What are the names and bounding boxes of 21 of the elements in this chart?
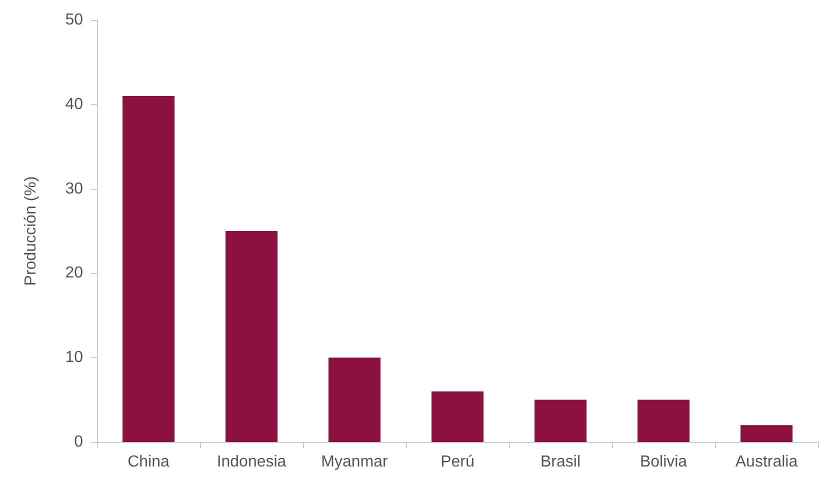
x-tick-label: Perú bbox=[440, 454, 474, 470]
bar bbox=[328, 358, 380, 442]
bar bbox=[534, 400, 586, 442]
y-tick-label: 10 bbox=[65, 349, 84, 366]
bar bbox=[638, 400, 690, 442]
y-axis-title: Producción (%) bbox=[22, 176, 40, 286]
x-tick-label: Bolivia bbox=[640, 454, 688, 470]
bar bbox=[122, 96, 174, 442]
y-tick-label: 40 bbox=[65, 96, 84, 113]
x-tick-label: Australia bbox=[735, 454, 798, 470]
y-tick-label: 0 bbox=[74, 434, 84, 450]
bar bbox=[740, 425, 792, 442]
y-tick-label: 30 bbox=[65, 180, 84, 198]
y-tick-label: 50 bbox=[65, 12, 84, 28]
x-tick-label: Myanmar bbox=[321, 454, 389, 470]
bar bbox=[432, 391, 484, 442]
x-tick-label: Indonesia bbox=[216, 454, 286, 470]
y-tick-label: 20 bbox=[65, 264, 84, 282]
x-tick-label: China bbox=[128, 454, 170, 470]
x-tick-label: Brasil bbox=[540, 454, 581, 470]
bar bbox=[226, 231, 278, 442]
